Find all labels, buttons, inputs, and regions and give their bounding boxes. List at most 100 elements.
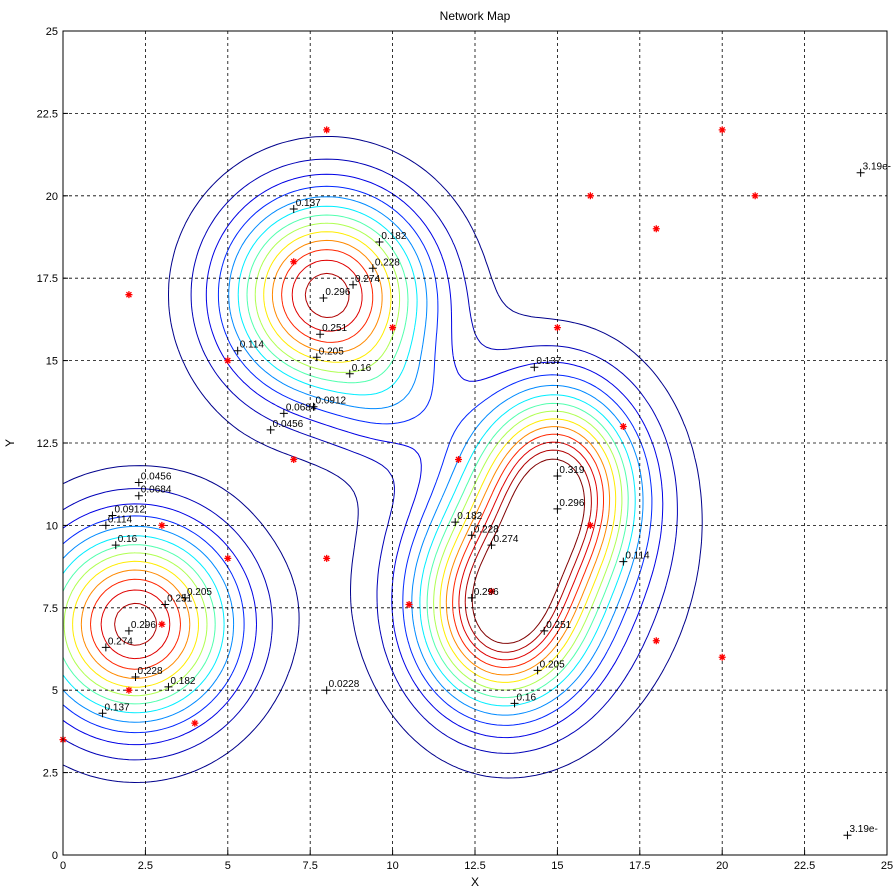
x-tick-label: 25: [881, 860, 893, 872]
contour-label-marker: [131, 673, 140, 682]
contour-label-marker: [553, 471, 562, 480]
data-point: [455, 455, 463, 463]
y-tick-label: 25: [46, 26, 58, 38]
data-point: [224, 554, 232, 562]
contour-label: 0.251: [167, 594, 192, 605]
y-tick-label: 20: [46, 191, 58, 203]
contour-label-marker: [180, 593, 189, 602]
y-tick-label: 5: [52, 685, 58, 697]
contour-label: 0.319: [559, 465, 584, 476]
contour-label: 0.296: [559, 498, 584, 509]
data-point: [389, 324, 397, 332]
data-point: [158, 521, 166, 529]
grid-lines: [63, 31, 887, 855]
contour-line: [62, 205, 636, 714]
contour-label: 0.0456: [141, 472, 172, 483]
data-point: [586, 521, 594, 529]
contour-label: 0.16: [118, 534, 138, 545]
data-point: [405, 601, 413, 609]
data-point: [553, 324, 561, 332]
contour-label-marker: [124, 626, 133, 635]
contour-label: 0.296: [474, 587, 499, 598]
data-point: [652, 225, 660, 233]
contour-label: 0.274: [355, 274, 380, 285]
contour-label-marker: [111, 541, 120, 550]
contour-label-marker: [279, 409, 288, 418]
x-tick-label: 15: [551, 860, 563, 872]
contour-label-marker: [101, 521, 110, 530]
y-tick-label: 2.5: [43, 768, 58, 780]
data-point: [224, 357, 232, 365]
contour-label-marker: [164, 682, 173, 691]
contour-line: [114, 272, 592, 653]
contour-label-marker: [108, 511, 117, 520]
contour-label-marker: [843, 831, 852, 840]
x-tick-label: 12.5: [464, 860, 485, 872]
data-point: [125, 291, 133, 299]
contour-label: 0.274: [108, 636, 133, 647]
contour-line: [72, 231, 617, 688]
contour-label-marker: [540, 626, 549, 635]
contour-label-marker: [312, 353, 321, 362]
x-tick-label: 20: [716, 860, 728, 872]
x-tick-label: 17.5: [629, 860, 650, 872]
contour-label: 3.19e-: [863, 162, 891, 173]
contour-label: 0.182: [457, 511, 482, 522]
x-axis-label: X: [471, 875, 479, 889]
x-tick-label: 10: [386, 860, 398, 872]
y-tick-label: 22.5: [37, 108, 58, 120]
x-tick-label: 0: [60, 860, 66, 872]
contour-label: 0.251: [322, 323, 347, 334]
contour-label-marker: [467, 593, 476, 602]
data-point: [718, 653, 726, 661]
contour-line: [62, 196, 644, 723]
contour-label-marker: [487, 541, 496, 550]
y-tick-label: 0: [52, 850, 58, 862]
contour-line: [62, 214, 629, 705]
contour-label: 0.114: [108, 514, 133, 525]
contour-line: [62, 173, 664, 746]
contour-label: 0.205: [540, 659, 565, 670]
data-point: [191, 719, 199, 727]
contour-label-marker: [134, 491, 143, 500]
contour-line: [62, 136, 703, 783]
data-point: [487, 587, 495, 595]
contour-label: 0.228: [474, 524, 499, 535]
contour-label-marker: [619, 557, 628, 566]
contour-lines: [62, 136, 703, 783]
contour-label: 0.114: [625, 551, 650, 562]
contour-label-marker: [98, 709, 107, 718]
y-axis-label: Y: [3, 439, 17, 447]
contour-label-marker: [368, 264, 377, 273]
data-point: [652, 637, 660, 645]
contour-line: [100, 259, 598, 661]
data-point: [158, 620, 166, 628]
contour-label-marker: [345, 369, 354, 378]
data-point: [290, 455, 298, 463]
y-tick-label: 17.5: [37, 273, 58, 285]
contour-line: [90, 249, 604, 670]
plot-frame: [62, 30, 888, 856]
contour-label: 0.205: [187, 587, 212, 598]
contour-label-marker: [101, 643, 110, 652]
contour-label: 0.228: [375, 257, 400, 268]
contour-label-marker: [451, 518, 460, 527]
contour-label: 0.0912: [114, 505, 145, 516]
contour-label: 0.205: [319, 346, 344, 357]
y-tick-label: 7.5: [43, 603, 58, 615]
contour-labels: 0.1370.1820.2280.2740.2960.2510.2050.114…: [98, 162, 891, 840]
contour-label-marker: [134, 478, 143, 487]
contour-label: 0.137: [105, 702, 130, 713]
contour-label: 3.19e-: [849, 824, 877, 835]
contour-label: 0.296: [131, 620, 156, 631]
y-tick-label: 12.5: [37, 438, 58, 450]
data-point: [619, 423, 627, 431]
contour-label: 0.182: [381, 231, 406, 242]
contour-label-marker: [467, 531, 476, 540]
contour-line: [471, 458, 586, 644]
data-point: [718, 126, 726, 134]
contour-label: 0.251: [546, 620, 571, 631]
contour-label-marker: [533, 666, 542, 675]
contour-label: 0.228: [138, 666, 163, 677]
